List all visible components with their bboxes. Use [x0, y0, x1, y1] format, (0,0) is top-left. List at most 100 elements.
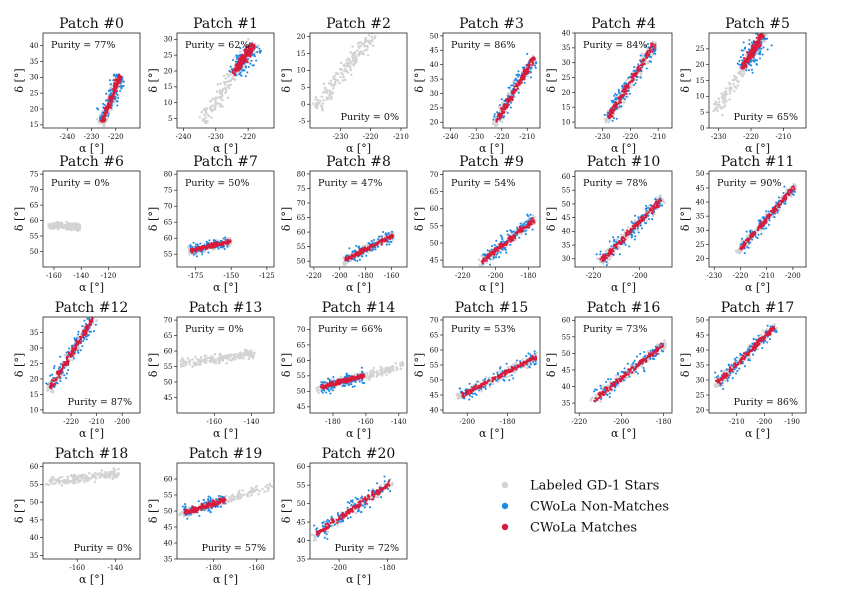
gd1-star-point: [198, 115, 202, 119]
non-match-point: [642, 60, 645, 63]
non-match-point: [513, 82, 516, 85]
purity-label: Purity = 47%: [318, 178, 382, 189]
non-match-point: [516, 75, 520, 78]
gd1-star-point: [204, 116, 208, 119]
match-point: [621, 239, 624, 243]
gd1-star-point: [357, 46, 361, 50]
purity-label: Purity = 86%: [451, 40, 515, 51]
match-point: [359, 248, 362, 251]
x-tick-label: -240: [59, 133, 75, 141]
non-match-point: [518, 74, 521, 77]
gd1-star-point: [314, 98, 317, 101]
gd1-star-point: [78, 224, 81, 228]
gd1-star-point: [201, 119, 205, 122]
match-point: [751, 46, 755, 49]
non-match-point: [365, 254, 368, 257]
gd1-star-point: [365, 40, 368, 43]
match-point: [651, 50, 654, 53]
match-point: [107, 104, 110, 108]
match-point: [222, 243, 225, 247]
non-match-point: [119, 82, 122, 85]
non-match-point: [655, 198, 658, 201]
non-match-point: [750, 68, 753, 71]
gd1-star-point: [224, 87, 228, 90]
x-tick-label: -220: [108, 133, 124, 141]
match-point: [640, 217, 643, 220]
gd1-star-point: [605, 119, 608, 123]
gd1-star-point: [737, 71, 740, 74]
gd1-star-point: [723, 102, 726, 105]
x-tick-label: -210: [775, 133, 791, 141]
x-tick-label: -150: [223, 272, 239, 280]
gd1-star-point: [366, 53, 370, 57]
non-match-point: [647, 214, 650, 217]
gd1-star-point: [50, 224, 54, 228]
match-point: [618, 242, 621, 245]
non-match-point: [105, 92, 108, 95]
match-point: [522, 68, 526, 71]
gd1-star-point: [359, 44, 363, 48]
match-point: [387, 236, 390, 239]
non-match-point: [654, 198, 657, 201]
gd1-star-point: [717, 100, 721, 104]
match-point: [362, 249, 365, 252]
non-match-point: [612, 236, 615, 239]
match-point: [611, 115, 614, 118]
non-match-point: [495, 239, 498, 242]
non-match-point: [492, 118, 495, 121]
y-axis-label: δ [°]: [545, 68, 558, 92]
match-point: [117, 82, 120, 85]
non-match-point: [522, 222, 525, 225]
gd1-star-point: [107, 110, 111, 114]
non-match-point: [754, 235, 757, 239]
match-point: [226, 241, 229, 244]
y-axis-label: δ [°]: [280, 207, 293, 231]
non-match-point: [634, 82, 637, 85]
scatter-points-10: [595, 194, 666, 267]
match-point: [509, 240, 512, 243]
y-tick-label: 25: [164, 52, 173, 60]
gd1-star-point: [65, 220, 68, 224]
match-point: [532, 56, 535, 59]
non-match-point: [618, 253, 621, 256]
match-point: [639, 64, 643, 67]
match-point: [211, 245, 215, 248]
scatter-points-1: [198, 38, 263, 125]
non-match-point: [516, 226, 519, 229]
non-match-point: [760, 232, 763, 235]
match-point: [767, 216, 770, 219]
y-tick-label: 45: [562, 214, 571, 222]
y-tick-label: 30: [562, 59, 571, 67]
match-point: [757, 34, 760, 37]
axes-frame: [574, 32, 673, 129]
gd1-star-point: [208, 99, 212, 103]
match-point: [642, 216, 645, 219]
match-point: [527, 70, 530, 73]
panel-title: Patch #6: [59, 154, 124, 170]
non-match-point: [250, 59, 253, 62]
gd1-star-point: [723, 91, 727, 95]
gd1-star-point: [732, 82, 735, 86]
match-point: [747, 52, 750, 55]
purity-label: Purity = 0%: [51, 178, 109, 189]
non-match-point: [605, 261, 608, 264]
non-match-point: [500, 240, 503, 243]
y-tick-label: 70: [430, 171, 439, 179]
match-point: [752, 53, 755, 56]
x-axis-label: α [°]: [79, 142, 104, 155]
gd1-star-point: [206, 113, 210, 117]
non-match-point: [525, 229, 528, 232]
match-point: [348, 255, 351, 259]
match-point: [649, 42, 653, 45]
match-point: [509, 97, 513, 101]
y-tick-label: 50: [297, 258, 306, 266]
non-match-point: [527, 215, 530, 218]
non-match-point: [654, 48, 657, 51]
gd1-star-point: [319, 104, 323, 108]
gd1-star-point: [373, 36, 376, 40]
match-point: [643, 62, 646, 66]
gd1-star-point: [717, 97, 720, 101]
match-point: [631, 76, 635, 80]
y-tick-label: 25: [562, 74, 571, 82]
match-point: [219, 243, 222, 246]
